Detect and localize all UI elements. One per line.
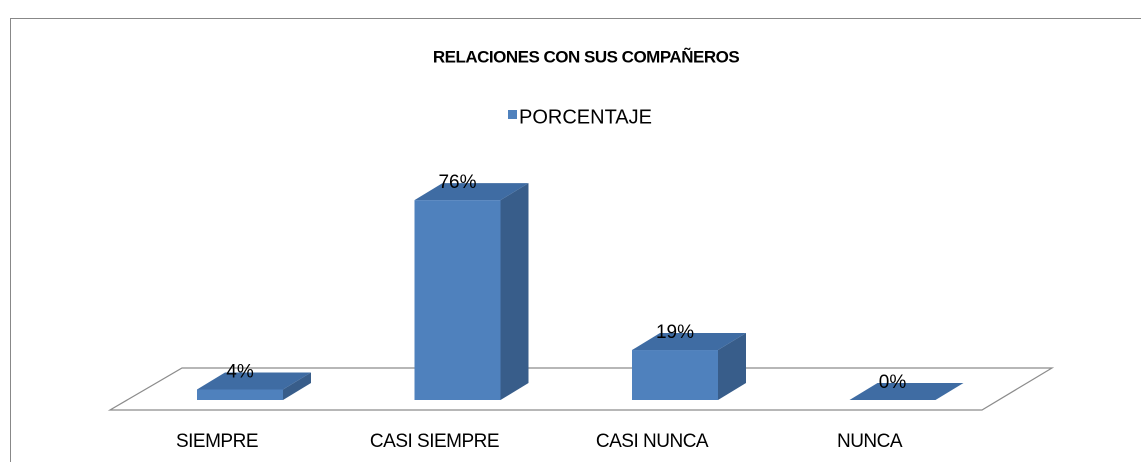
legend-swatch <box>508 110 517 119</box>
bar-top <box>414 183 529 201</box>
data-label: 0% <box>879 372 907 393</box>
bar-top <box>197 372 311 390</box>
bar-top <box>632 333 746 351</box>
data-label: 19% <box>656 322 694 343</box>
floor <box>107 367 1055 411</box>
chart-title: RELACIONES CON SUS COMPAÑEROS <box>433 46 739 66</box>
bar <box>632 350 718 400</box>
data-label: 4% <box>226 361 254 382</box>
bar <box>414 200 501 400</box>
data-label: 76% <box>438 172 476 193</box>
bar-side <box>718 333 746 400</box>
bar-side <box>283 372 311 400</box>
bar-side <box>500 183 529 400</box>
bar <box>197 389 283 400</box>
x-tick-label: SIEMPRE <box>176 431 258 452</box>
bar-top <box>849 383 964 400</box>
x-tick-label: CASI NUNCA <box>596 431 709 452</box>
x-tick-label: NUNCA <box>837 431 903 452</box>
x-tick-label: CASI SIEMPRE <box>370 431 499 452</box>
legend-label: PORCENTAJE <box>519 106 652 128</box>
